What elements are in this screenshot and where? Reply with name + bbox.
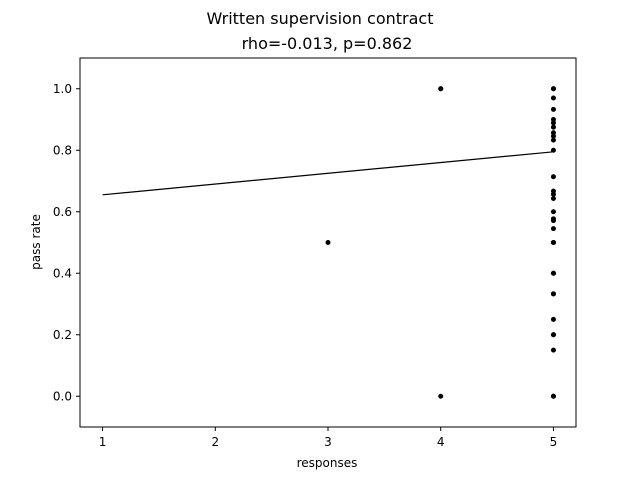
data-point bbox=[550, 174, 556, 180]
y-axis-ticks: 0.0 0.2 0.4 0.6 0.8 1.0 bbox=[53, 82, 80, 403]
y-tick-label: 1.0 bbox=[53, 82, 72, 96]
y-tick-label: 0.0 bbox=[53, 389, 72, 403]
x-tick-label: 1 bbox=[99, 435, 107, 449]
chart-subtitle: rho=-0.013, p=0.862 bbox=[242, 34, 413, 53]
data-point bbox=[550, 95, 556, 101]
data-point bbox=[550, 393, 556, 399]
x-tick-label: 4 bbox=[437, 435, 445, 449]
data-point bbox=[550, 120, 556, 126]
chart-title: Written supervision contract bbox=[207, 9, 434, 28]
y-tick-label: 0.8 bbox=[53, 143, 72, 157]
x-axis-label: responses bbox=[297, 456, 358, 470]
data-point bbox=[550, 347, 556, 353]
data-point bbox=[550, 270, 556, 276]
fit-line bbox=[102, 151, 554, 196]
data-point bbox=[550, 316, 556, 322]
y-tick-label: 0.4 bbox=[53, 266, 72, 280]
data-point bbox=[550, 240, 556, 245]
plot-area bbox=[102, 86, 556, 399]
x-tick-label: 2 bbox=[211, 435, 219, 449]
data-point bbox=[550, 86, 556, 92]
data-point bbox=[550, 133, 556, 139]
data-point bbox=[438, 393, 444, 399]
plot-frame bbox=[79, 57, 577, 428]
data-point bbox=[550, 291, 556, 297]
x-tick-label: 3 bbox=[324, 435, 332, 449]
x-tick-label: 5 bbox=[550, 435, 558, 449]
data-point bbox=[550, 332, 556, 338]
data-point bbox=[550, 106, 556, 112]
data-point bbox=[550, 196, 556, 202]
data-point bbox=[550, 218, 556, 224]
y-tick-label: 0.2 bbox=[53, 328, 72, 342]
y-tick-label: 0.6 bbox=[53, 205, 72, 219]
data-point bbox=[550, 226, 556, 232]
data-point bbox=[550, 137, 556, 143]
y-axis-label: pass rate bbox=[29, 214, 43, 270]
data-point bbox=[438, 86, 444, 92]
x-axis-ticks: 1 2 3 4 5 bbox=[99, 427, 558, 449]
data-point bbox=[325, 240, 331, 245]
data-point bbox=[550, 191, 556, 197]
data-point bbox=[550, 147, 556, 153]
data-point bbox=[550, 209, 556, 215]
data-point bbox=[550, 124, 556, 130]
